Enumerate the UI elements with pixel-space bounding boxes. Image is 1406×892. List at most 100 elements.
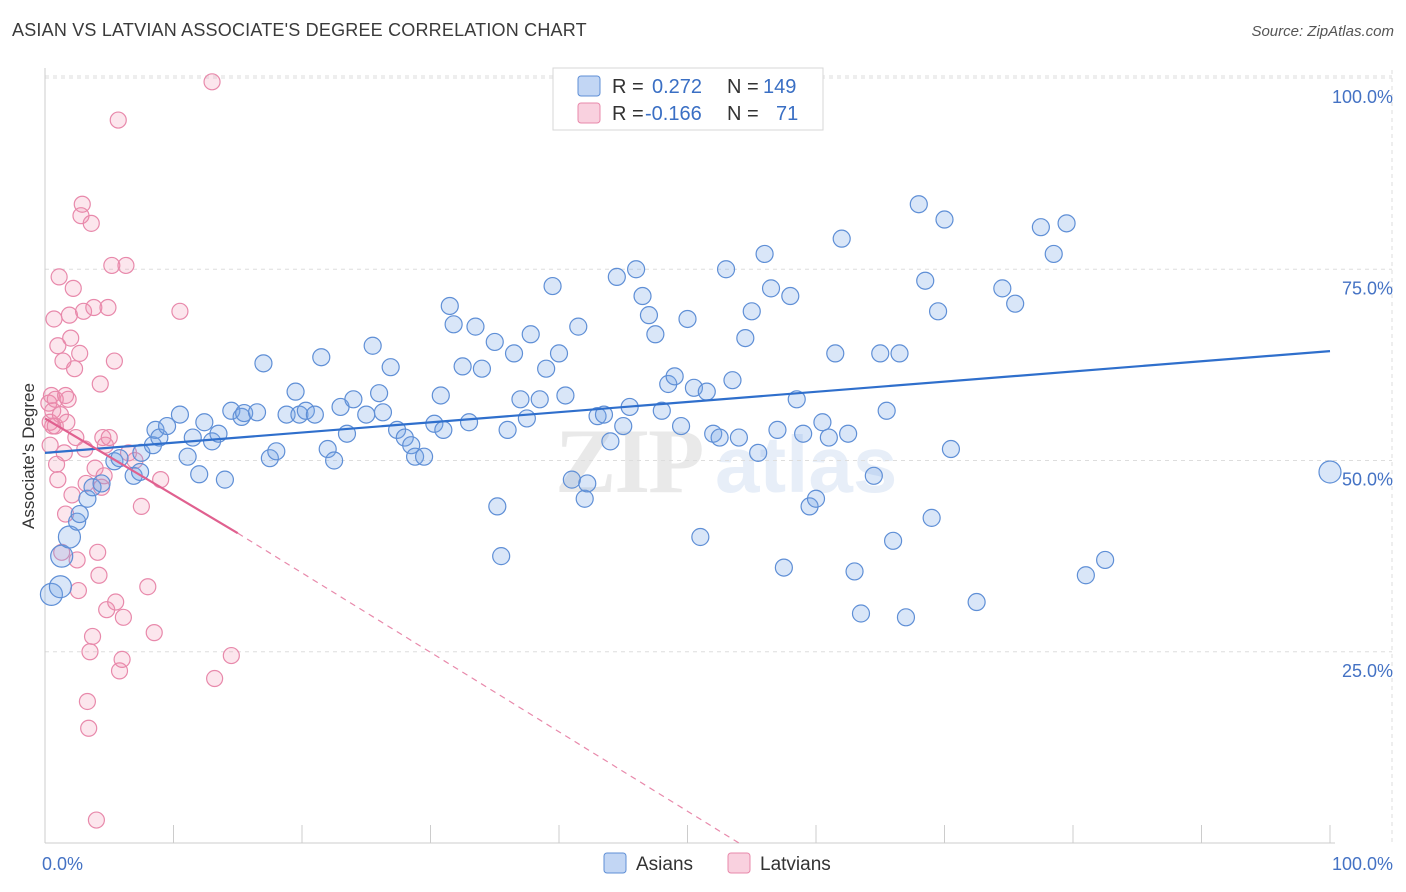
asian-point	[1057, 214, 1076, 233]
latvian-point	[126, 451, 144, 470]
latvian-point	[152, 471, 170, 489]
latvian-r-value: -0.166	[645, 103, 702, 125]
asian-point	[665, 367, 684, 386]
asian-point	[575, 489, 594, 508]
latvian-point	[100, 428, 118, 447]
asian-point	[296, 401, 315, 420]
asian-point	[318, 439, 337, 459]
latvian-point	[87, 811, 106, 829]
asian-r-value: 0.272	[652, 76, 702, 98]
asian-point	[549, 344, 569, 363]
latvians-legend-swatch	[727, 852, 751, 874]
latvian-points	[40, 73, 240, 829]
asian-point	[1096, 550, 1115, 570]
asian-points	[39, 195, 1342, 627]
latvian-point	[82, 214, 100, 232]
asian-point	[716, 260, 736, 279]
watermark: ZIP atlas	[555, 410, 897, 512]
asian-point	[967, 592, 986, 612]
asian-point	[896, 608, 916, 627]
latvian-point	[64, 279, 82, 297]
asian-point	[83, 478, 102, 497]
asian-point	[781, 286, 800, 306]
y-tick-label: 100.0%	[1332, 87, 1393, 107]
asian-point	[235, 403, 254, 423]
asian-point	[195, 413, 214, 432]
asian-point	[170, 405, 190, 424]
asian-point	[305, 405, 324, 424]
latvian-point	[63, 486, 81, 504]
latvian-point	[171, 302, 189, 320]
y-tick-label: 50.0%	[1342, 470, 1393, 490]
tick-labels: 25.0% 50.0% 75.0% 100.0% 0.0% 100.0%	[42, 87, 1393, 874]
asian-point	[594, 405, 614, 424]
asian-point	[130, 462, 150, 482]
latvian-n-label: N =	[727, 103, 759, 125]
asian-n-value: 149	[763, 76, 796, 98]
asian-point	[607, 267, 626, 286]
latvian-point	[91, 375, 109, 393]
asian-point	[941, 439, 961, 459]
latvian-point	[74, 302, 93, 320]
asian-point	[671, 416, 691, 436]
asian-point	[286, 382, 305, 401]
asian-point	[710, 428, 729, 447]
asian-point	[504, 344, 524, 363]
asian-point	[492, 547, 511, 566]
correlation-legend: R = 0.272 N = 149 R = -0.166 N = 71	[552, 67, 824, 131]
asian-point	[736, 329, 755, 348]
asian-point	[459, 413, 479, 432]
asian-point	[614, 416, 633, 436]
asian-point	[787, 390, 806, 409]
latvian-r-label: R =	[612, 103, 644, 125]
latvian-point	[113, 650, 131, 669]
asian-point	[832, 229, 851, 248]
series-legend: Asians Latvians	[603, 852, 831, 875]
asian-point	[466, 317, 485, 336]
latvian-point	[139, 578, 157, 596]
asian-point	[1031, 218, 1050, 237]
asian-point	[537, 359, 556, 378]
latvian-point	[56, 386, 75, 405]
asian-point	[761, 279, 781, 298]
asian-point	[543, 276, 562, 296]
latvian-point	[103, 256, 121, 275]
latvian-point	[65, 360, 84, 378]
asian-point	[485, 332, 504, 352]
asian-n-label: N =	[727, 76, 759, 98]
asian-point	[864, 466, 883, 485]
asian-point	[1044, 244, 1063, 264]
asian-point	[633, 286, 652, 306]
latvian-point	[45, 310, 63, 328]
latvian-point	[222, 646, 240, 665]
asian-point	[794, 424, 813, 443]
asian-point	[646, 325, 665, 344]
latvians-legend-label: Latvians	[760, 854, 831, 875]
asian-point	[344, 390, 363, 409]
asian-point	[928, 302, 948, 321]
asian-point	[511, 390, 530, 409]
asian-point	[260, 449, 279, 468]
asian-point	[678, 309, 697, 329]
latvian-point	[109, 111, 127, 129]
latvian-n-value: 71	[776, 103, 798, 125]
latvian-point	[50, 268, 68, 286]
svg-text:atlas: atlas	[715, 420, 897, 509]
latvian-point	[69, 581, 88, 600]
asian-point	[183, 428, 202, 447]
asian-point	[755, 244, 774, 264]
latvian-point	[49, 337, 67, 355]
asian-point	[871, 344, 890, 363]
asian-point	[157, 416, 177, 436]
asian-point	[826, 344, 845, 363]
asian-point	[768, 420, 787, 439]
x-tick-label-min: 0.0%	[42, 854, 83, 874]
asian-point	[373, 403, 393, 422]
asian-point	[48, 575, 73, 599]
asian-point	[267, 442, 286, 461]
latvian-point	[83, 627, 102, 646]
asian-point	[530, 390, 549, 409]
latvian-point	[80, 719, 98, 737]
latvian-point	[41, 436, 59, 454]
asian-point	[935, 210, 954, 229]
